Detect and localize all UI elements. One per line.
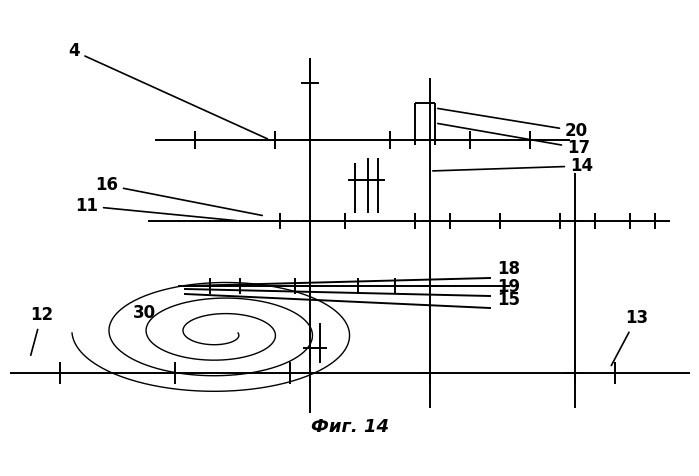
Text: 15: 15 (497, 291, 520, 309)
Text: 12: 12 (30, 306, 53, 355)
Text: 16: 16 (95, 176, 262, 216)
Text: 20: 20 (438, 109, 588, 140)
Text: 4: 4 (68, 42, 268, 139)
Text: 11: 11 (75, 197, 237, 221)
Text: Фиг. 14: Фиг. 14 (311, 418, 389, 436)
Text: 18: 18 (497, 260, 520, 278)
Text: 30: 30 (133, 304, 156, 322)
Text: 19: 19 (497, 278, 520, 296)
Text: 13: 13 (612, 309, 648, 366)
Text: 17: 17 (438, 123, 590, 157)
Text: 14: 14 (433, 157, 593, 175)
